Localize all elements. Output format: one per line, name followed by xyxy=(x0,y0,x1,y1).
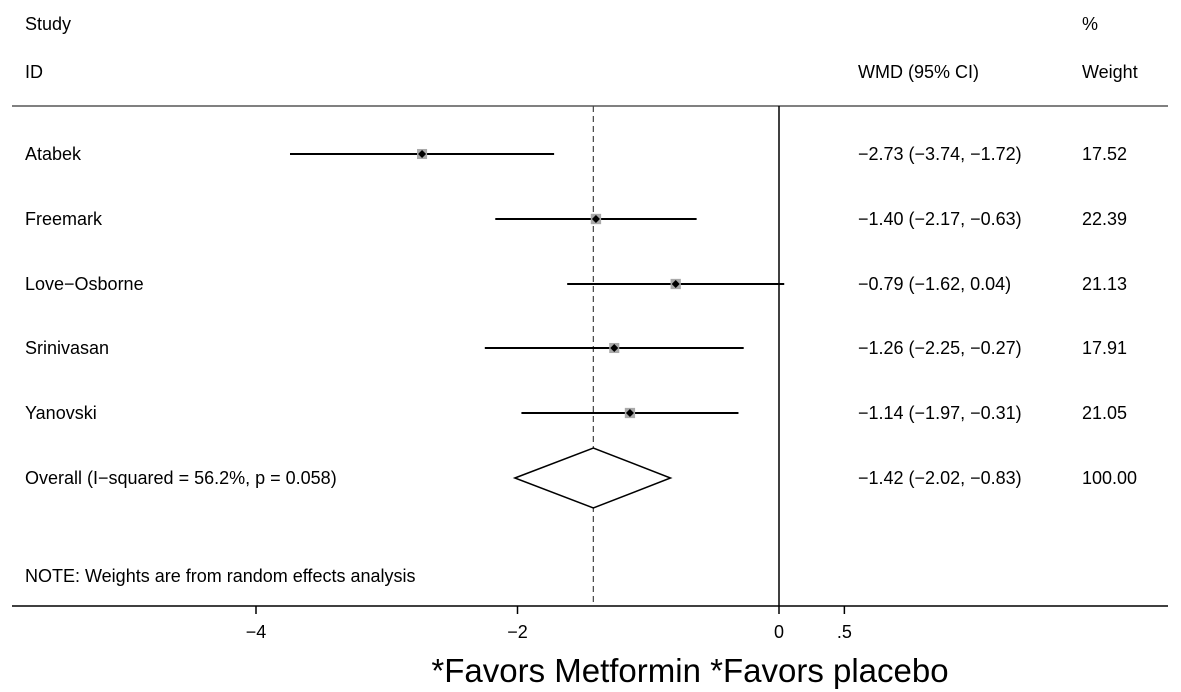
effect-ci-text: −1.26 (−2.25, −0.27) xyxy=(858,338,1022,358)
effect-ci-text: −1.40 (−2.17, −0.63) xyxy=(858,209,1022,229)
weight-text: 21.05 xyxy=(1082,403,1127,423)
study-name: Love−Osborne xyxy=(25,274,144,294)
weight-text: 22.39 xyxy=(1082,209,1127,229)
overall-effect-ci-text: −1.42 (−2.02, −0.83) xyxy=(858,468,1022,488)
point-estimate-marker xyxy=(418,150,427,158)
overall-row: Overall (I−squared = 56.2%, p = 0.058) −1… xyxy=(25,447,1137,509)
x-axis-ticks: −4 −2 0 .5 xyxy=(246,606,852,642)
weights-note: NOTE: Weights are from random effects an… xyxy=(25,566,415,586)
study-name: Srinivasan xyxy=(25,338,109,358)
effect-ci-text: −0.79 (−1.62, 0.04) xyxy=(858,274,1011,294)
weight-text: 17.52 xyxy=(1082,144,1127,164)
x-tick-label: 0 xyxy=(774,622,784,642)
overall-diamond xyxy=(512,447,673,509)
effect-ci-text: −2.73 (−3.74, −1.72) xyxy=(858,144,1022,164)
weight-header-line2: Weight xyxy=(1082,62,1138,82)
effect-ci-text: −1.14 (−1.97, −0.31) xyxy=(858,403,1022,423)
weight-text: 17.91 xyxy=(1082,338,1127,358)
point-estimate-marker xyxy=(610,344,619,352)
weight-text: 21.13 xyxy=(1082,274,1127,294)
study-row: Love−Osborne −0.79 (−1.62, 0.04) 21.13 xyxy=(25,274,1127,294)
point-estimate-marker xyxy=(671,280,680,288)
study-header-line1: Study xyxy=(25,14,71,34)
study-name: Freemark xyxy=(25,209,103,229)
x-tick-label: −4 xyxy=(246,622,267,642)
study-row: Yanovski −1.14 (−1.97, −0.31) 21.05 xyxy=(25,403,1127,423)
effect-header: WMD (95% CI) xyxy=(858,62,979,82)
x-tick-label: −2 xyxy=(507,622,528,642)
study-row: Freemark −1.40 (−2.17, −0.63) 22.39 xyxy=(25,209,1127,229)
study-row: Atabek −2.73 (−3.74, −1.72) 17.52 xyxy=(25,144,1127,164)
point-estimate-marker xyxy=(591,215,600,223)
study-name: Atabek xyxy=(25,144,82,164)
overall-weight-text: 100.00 xyxy=(1082,468,1137,488)
weight-header-line1: % xyxy=(1082,14,1098,34)
reference-lines xyxy=(592,106,780,606)
x-axis-label: *Favors Metformin *Favors placebo xyxy=(431,652,948,689)
x-tick-label: .5 xyxy=(837,622,852,642)
study-header-line2: ID xyxy=(25,62,43,82)
study-name: Yanovski xyxy=(25,403,97,423)
study-row: Srinivasan −1.26 (−2.25, −0.27) 17.91 xyxy=(25,338,1127,358)
point-estimate-marker xyxy=(625,409,634,417)
overall-label: Overall (I−squared = 56.2%, p = 0.058) xyxy=(25,468,337,488)
study-rows: Atabek −2.73 (−3.74, −1.72) 17.52 Freemark −… xyxy=(25,144,1127,423)
